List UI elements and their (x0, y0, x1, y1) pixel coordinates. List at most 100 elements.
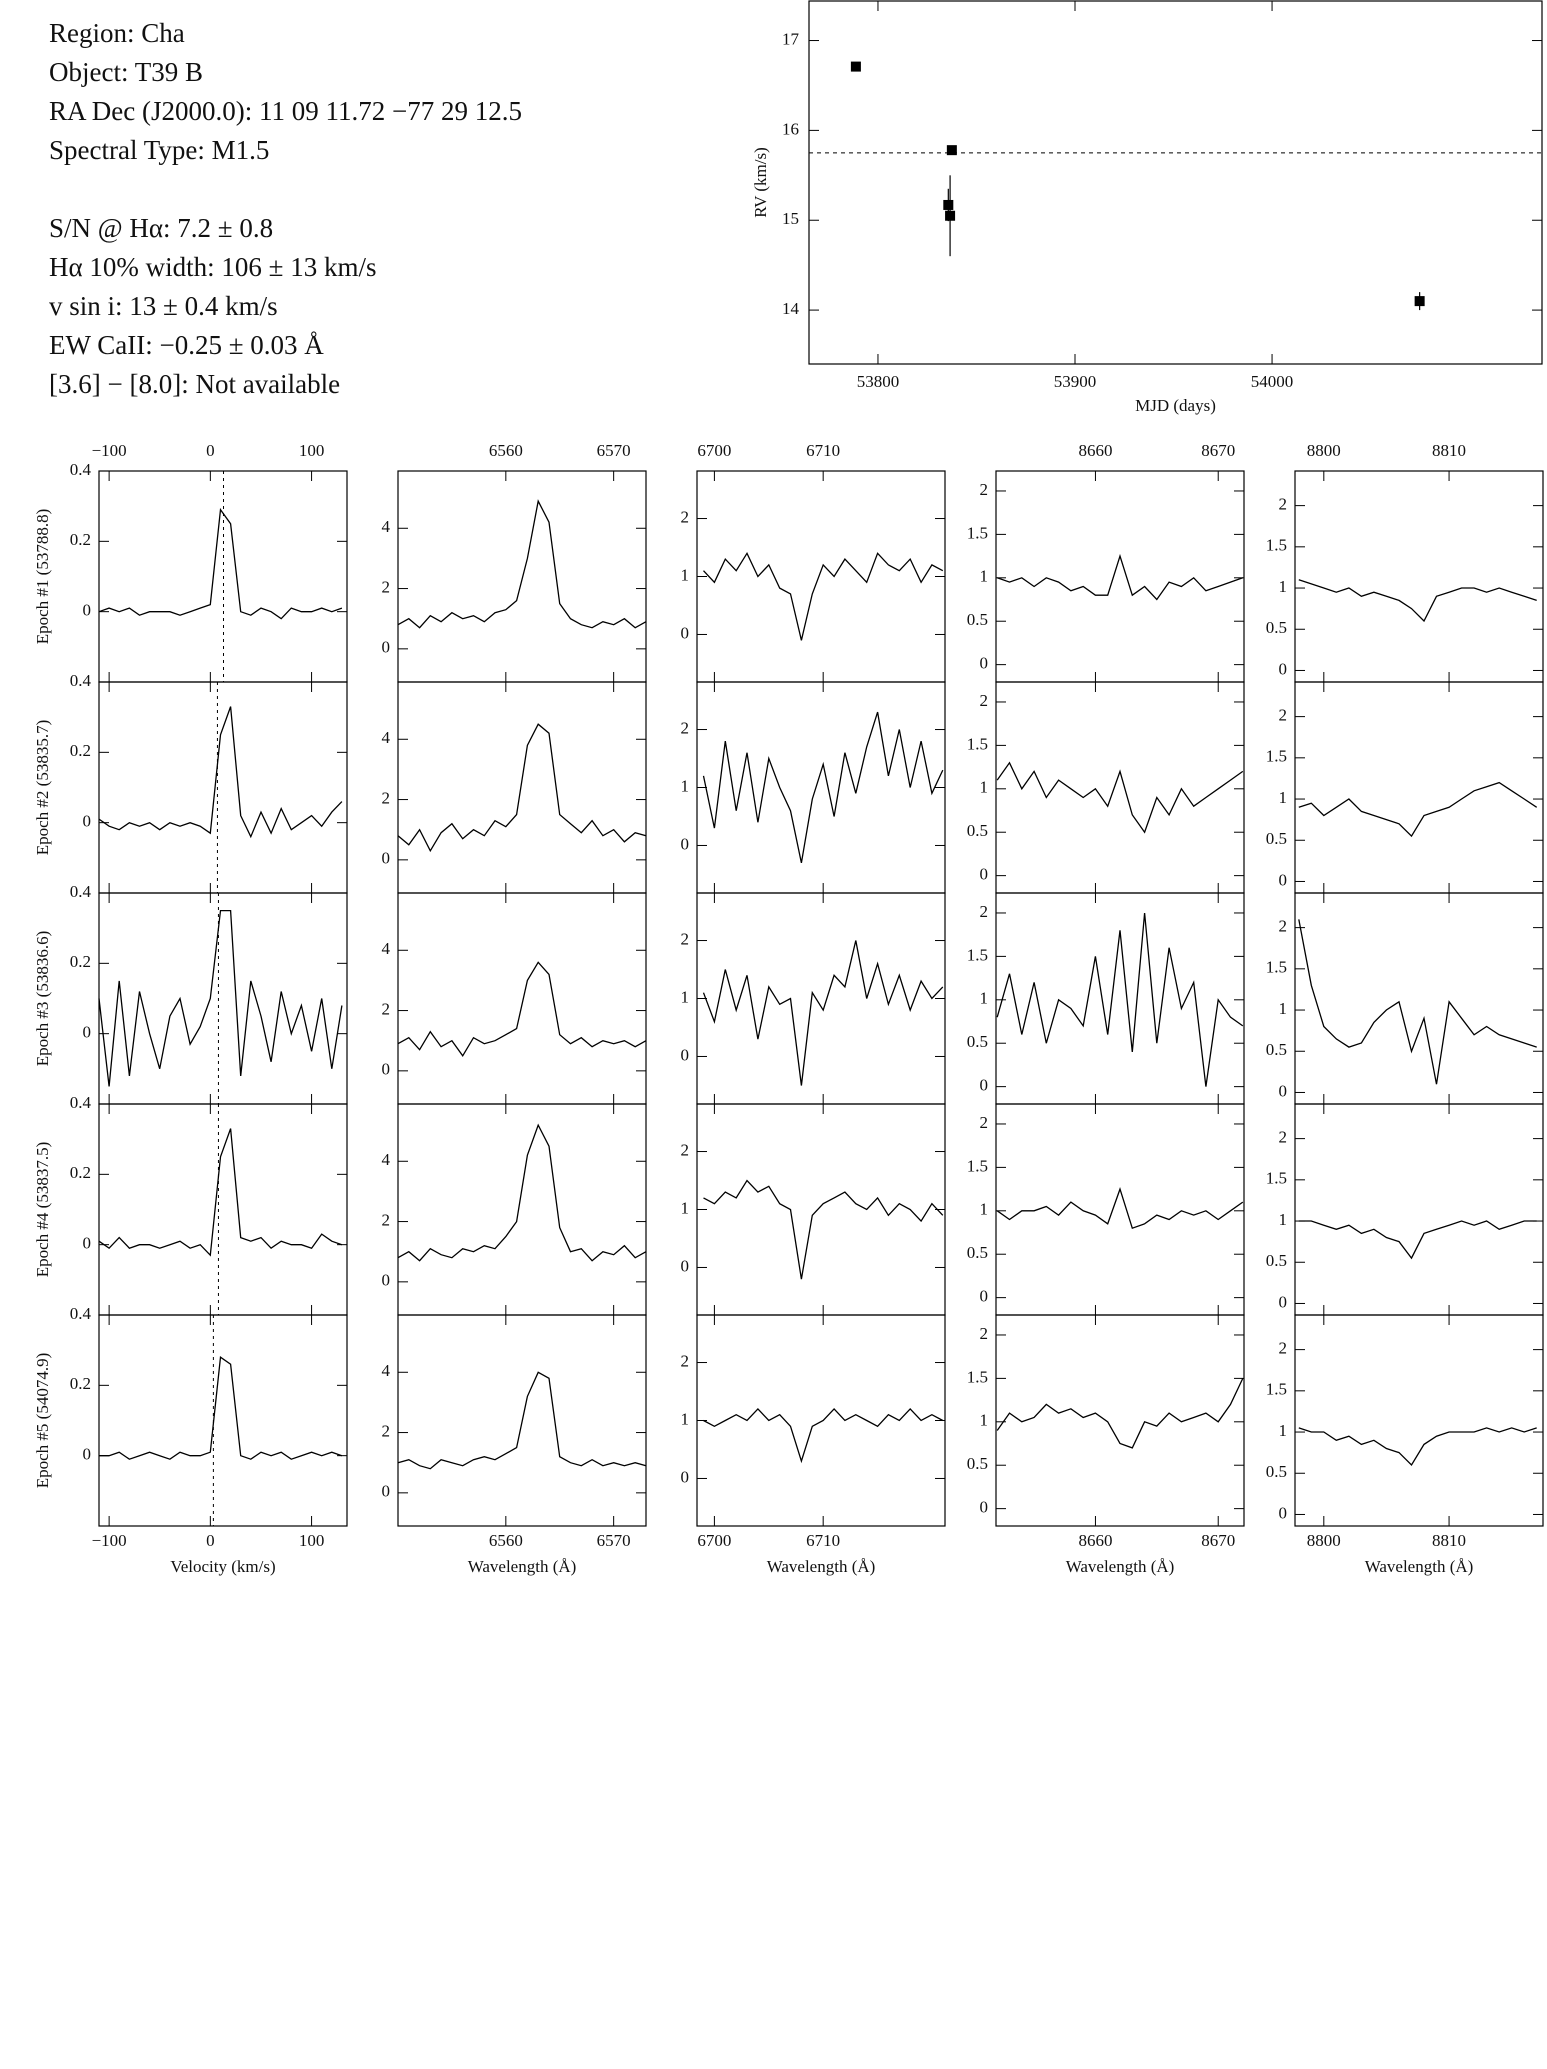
y-tick-label: 0.4 (70, 1304, 92, 1323)
y-tick-label: 2 (382, 788, 391, 807)
x-tick-label: 6710 (806, 1531, 840, 1550)
y-tick-label: 0 (980, 654, 989, 673)
y-tick-label: 0.2 (70, 952, 91, 971)
y-tick-label: 0.5 (1266, 618, 1287, 637)
y-tick-label: 0 (681, 1467, 690, 1486)
y-tick-label: 14 (782, 299, 800, 318)
info-line: v sin i: 13 ± 0.4 km/s (49, 291, 278, 321)
y-tick-label: 1.5 (967, 945, 988, 964)
y-tick-label: 0.5 (1266, 1040, 1287, 1059)
y-tick-label: 0 (681, 834, 690, 853)
y-tick-label: 0.2 (70, 530, 91, 549)
spectrum-line (1298, 579, 1537, 623)
y-tick-label: 0 (382, 638, 391, 657)
y-tick-label: 2 (1279, 917, 1288, 936)
x-tick-label: 6570 (597, 1531, 631, 1550)
y-tick-label: 1.5 (1266, 536, 1287, 555)
spectrum-line (98, 909, 343, 1087)
data-point (1414, 296, 1425, 307)
plot-frame (995, 892, 1245, 1105)
plot-frame (397, 1103, 647, 1316)
plot-frame (808, 0, 1543, 365)
y-tick-label: 2 (681, 1140, 690, 1159)
x-tick-label: 54000 (1251, 372, 1294, 391)
spectrum-line (1298, 1220, 1537, 1260)
plot-frame (995, 470, 1245, 683)
x-tick-label: 6700 (697, 441, 731, 460)
spectrum-line (703, 551, 944, 641)
y-tick-label: 4 (382, 939, 391, 958)
epoch-label: Epoch #5 (54074.9) (33, 1353, 52, 1489)
spectrum-line (996, 912, 1244, 1087)
spectrum-line (703, 1179, 944, 1280)
y-tick-label: 4 (382, 1361, 391, 1380)
spectrum-line (397, 1371, 647, 1470)
x-tick-label: 8660 (1078, 441, 1112, 460)
y-tick-label: 1 (980, 778, 989, 797)
y-tick-label: 0 (1279, 870, 1288, 889)
x-tick-label: 6560 (489, 1531, 523, 1550)
y-tick-label: 0.5 (967, 821, 988, 840)
spectrum-line (98, 507, 343, 620)
y-tick-label: 1 (681, 1409, 690, 1428)
x-tick-label: 8800 (1307, 1531, 1341, 1550)
y-tick-label: 0 (980, 1498, 989, 1517)
y-tick-label: 4 (382, 728, 391, 747)
y-tick-label: 1 (980, 1411, 989, 1430)
plot-frame (696, 1314, 946, 1527)
plot-frame (1294, 470, 1544, 683)
y-tick-label: 16 (782, 119, 799, 138)
plot-frame (1294, 1314, 1544, 1527)
y-tick-label: 0 (382, 1271, 391, 1290)
y-tick-label: 17 (782, 29, 800, 48)
plot-frame (1294, 892, 1544, 1105)
x-axis-label: Wavelength (Å) (767, 1557, 876, 1576)
y-tick-label: 0.5 (1266, 1251, 1287, 1270)
y-tick-label: 2 (382, 1421, 391, 1440)
y-tick-label: 1.5 (1266, 958, 1287, 977)
plot-frame (696, 1103, 946, 1316)
y-tick-label: 0 (83, 601, 92, 620)
spectrum-line (397, 499, 647, 629)
y-tick-label: 0 (1279, 1503, 1288, 1522)
y-tick-label: 0.4 (70, 882, 92, 901)
y-tick-label: 15 (782, 209, 799, 228)
plot-frame (995, 1314, 1245, 1527)
y-tick-label: 0 (382, 1060, 391, 1079)
y-tick-label: 2 (382, 999, 391, 1018)
spectrum-line (1298, 1427, 1537, 1467)
y-tick-label: 1 (980, 989, 989, 1008)
data-point (943, 199, 954, 210)
x-tick-label: 53800 (857, 372, 900, 391)
y-tick-label: 2 (980, 1113, 989, 1132)
epoch-label: Epoch #1 (53788.8) (33, 509, 52, 645)
x-tick-label: 8810 (1432, 441, 1466, 460)
y-tick-label: 2 (980, 1324, 989, 1343)
plot-frame (397, 1314, 647, 1527)
y-tick-label: 1.5 (967, 734, 988, 753)
y-tick-label: 0.5 (1266, 829, 1287, 848)
plot-frame (995, 681, 1245, 894)
y-tick-label: 1 (1279, 1210, 1288, 1229)
x-tick-label: 8810 (1432, 1531, 1466, 1550)
y-tick-label: 0.5 (1266, 1462, 1287, 1481)
x-axis-label: MJD (days) (1135, 396, 1216, 415)
x-tick-label: 8670 (1201, 441, 1235, 460)
y-tick-label: 1 (980, 1200, 989, 1219)
spectrum-line (98, 706, 343, 839)
y-tick-label: 0 (980, 1076, 989, 1095)
y-tick-label: 2 (681, 929, 690, 948)
spectrum-line (397, 1123, 647, 1262)
plot-frame (98, 892, 348, 1105)
y-tick-label: 0 (83, 1234, 92, 1253)
spectrum-line (996, 761, 1244, 834)
x-tick-label: 0 (206, 1531, 215, 1550)
y-tick-label: 0 (1279, 1081, 1288, 1100)
y-tick-label: 1.5 (967, 1367, 988, 1386)
y-tick-label: 1 (681, 987, 690, 1006)
x-tick-label: 0 (206, 441, 215, 460)
info-line: [3.6] − [8.0]: Not available (49, 369, 340, 399)
y-tick-label: 2 (1279, 1128, 1288, 1147)
x-tick-label: 6560 (489, 441, 523, 460)
